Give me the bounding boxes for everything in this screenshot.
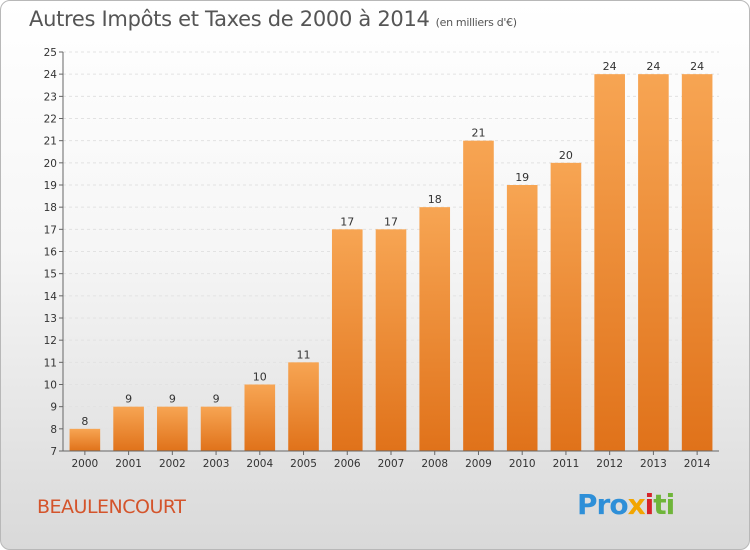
x-tick-label: 2005 xyxy=(290,458,317,470)
x-tick-label: 2000 xyxy=(71,458,98,470)
bar-2008 xyxy=(419,207,451,451)
proxiti-logo[interactable]: Proxiti xyxy=(577,488,675,521)
bar-2009 xyxy=(463,140,494,451)
y-tick-label: 20 xyxy=(44,158,57,170)
y-tick-label: 13 xyxy=(44,313,57,325)
logo-part-1: Pro xyxy=(577,488,629,521)
y-tick-label: 7 xyxy=(50,446,57,458)
value-label-2006: 17 xyxy=(340,215,354,228)
value-label-2009: 21 xyxy=(471,127,485,140)
value-label-2004: 10 xyxy=(253,371,267,384)
value-label-2003: 9 xyxy=(213,393,220,406)
bar-2003 xyxy=(200,406,232,451)
x-tick-label: 2006 xyxy=(334,458,361,470)
bar-2012 xyxy=(594,74,625,452)
value-label-2007: 17 xyxy=(384,215,398,228)
value-label-2014: 24 xyxy=(690,60,704,73)
x-tick-label: 2001 xyxy=(115,458,142,470)
x-tick-label: 2004 xyxy=(246,458,273,470)
y-tick-label: 25 xyxy=(44,47,57,59)
bar-2007 xyxy=(375,229,407,451)
bar-2011 xyxy=(550,162,582,452)
y-tick-label: 21 xyxy=(44,136,57,148)
x-tick-label: 2012 xyxy=(596,458,623,470)
value-label-2010: 19 xyxy=(515,171,529,184)
y-tick-label: 17 xyxy=(44,224,57,236)
value-label-2013: 24 xyxy=(646,60,660,73)
bar-2000 xyxy=(69,428,101,451)
y-tick-label: 23 xyxy=(44,91,57,103)
value-label-2011: 20 xyxy=(559,149,573,162)
y-tick-label: 22 xyxy=(44,114,57,126)
bar-2013 xyxy=(638,74,669,452)
y-tick-label: 16 xyxy=(44,247,58,259)
y-tick-label: 18 xyxy=(44,202,57,214)
x-tick-label: 2011 xyxy=(553,458,580,470)
y-tick-label: 10 xyxy=(44,380,57,392)
logo-part-3: i xyxy=(644,488,655,521)
bar-2004 xyxy=(244,384,276,451)
bar-2014 xyxy=(681,74,713,452)
y-tick-label: 8 xyxy=(50,424,57,436)
x-tick-label: 2013 xyxy=(640,458,667,470)
chart-subtitle: (en milliers d'€) xyxy=(435,16,517,29)
y-tick-label: 15 xyxy=(44,269,57,281)
x-tick-label: 2009 xyxy=(465,458,492,470)
value-label-2001: 9 xyxy=(125,393,132,406)
value-label-2005: 11 xyxy=(297,348,311,361)
logo-part-2: x xyxy=(627,488,646,521)
value-label-2002: 9 xyxy=(169,393,176,406)
x-tick-label: 2014 xyxy=(684,458,711,470)
x-tick-label: 2003 xyxy=(203,458,230,470)
chart-title-text: Autres Impôts et Taxes de 2000 à 2014 xyxy=(29,7,430,31)
y-tick-label: 12 xyxy=(44,335,57,347)
bar-2002 xyxy=(157,406,188,451)
y-tick-label: 14 xyxy=(44,291,58,303)
bar-2006 xyxy=(331,229,363,451)
x-tick-label: 2010 xyxy=(509,458,536,470)
y-tick-label: 9 xyxy=(50,402,57,414)
x-tick-label: 2007 xyxy=(378,458,405,470)
chart-title: Autres Impôts et Taxes de 2000 à 2014 (en… xyxy=(29,7,517,31)
bar-2005 xyxy=(288,362,319,451)
y-tick-label: 19 xyxy=(44,180,57,192)
bar-2001 xyxy=(113,406,144,451)
value-label-2012: 24 xyxy=(603,60,617,73)
logo-part-4: ti xyxy=(653,488,675,521)
y-tick-label: 24 xyxy=(44,69,58,81)
x-tick-label: 2008 xyxy=(421,458,448,470)
bar-2010 xyxy=(506,185,538,451)
x-tick-label: 2002 xyxy=(159,458,186,470)
value-label-2000: 8 xyxy=(81,415,88,428)
y-tick-label: 11 xyxy=(44,357,57,369)
value-label-2008: 18 xyxy=(428,193,442,206)
town-name: BEAULENCOURT xyxy=(37,496,186,518)
